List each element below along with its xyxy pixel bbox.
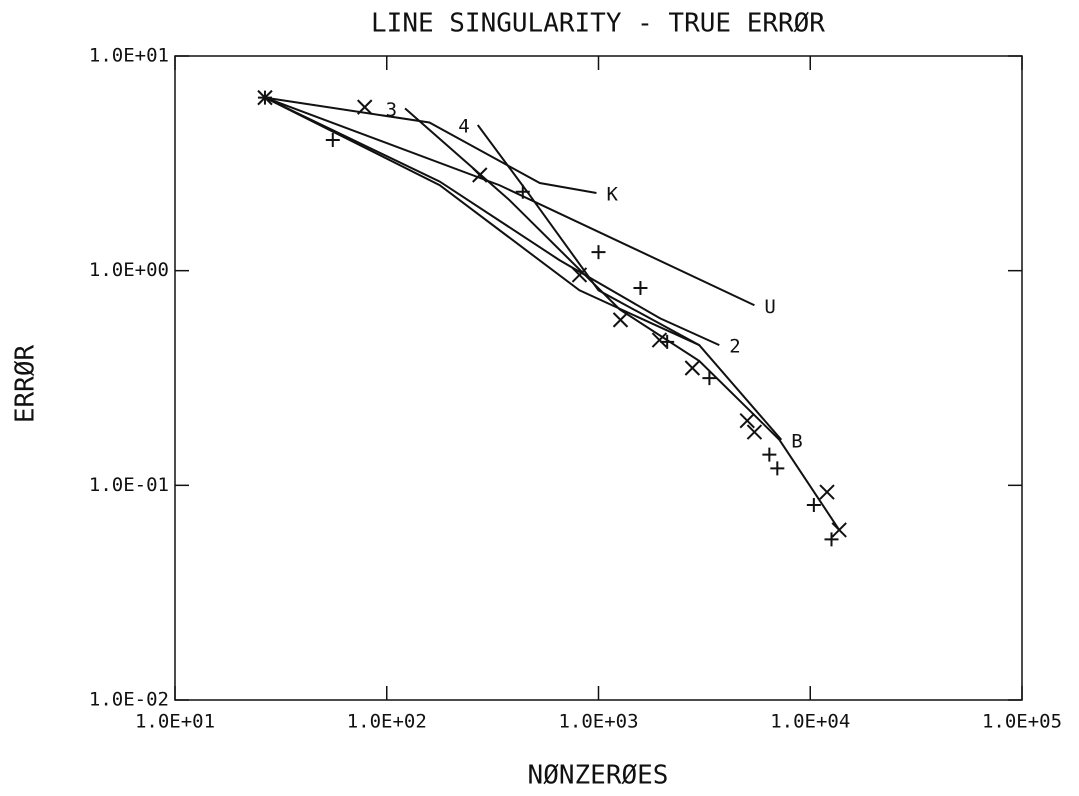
series-label: 4 <box>458 116 469 138</box>
marker <box>824 532 839 547</box>
y-tick-label: 1.0E-02 <box>89 689 169 711</box>
x-tick-label: 1.0E+02 <box>347 711 427 733</box>
marker <box>515 184 530 199</box>
plot-frame <box>174 55 1023 701</box>
x-tick-label: 1.0E+01 <box>135 711 215 733</box>
series-label: B <box>791 430 802 452</box>
x-axis-label: NØNZERØES <box>528 761 669 791</box>
series-line <box>404 107 841 531</box>
marker <box>472 167 488 183</box>
y-tick-label: 1.0E+00 <box>89 259 169 281</box>
series-line <box>264 96 755 307</box>
series-line <box>264 96 720 347</box>
marker <box>831 522 847 538</box>
marker <box>770 461 785 476</box>
marker <box>651 332 668 348</box>
series-label: 2 <box>729 336 740 358</box>
marker <box>257 90 272 105</box>
x-tick-label: 1.0E+05 <box>982 711 1062 733</box>
marker <box>591 245 606 260</box>
marker <box>762 447 777 462</box>
marker <box>633 281 648 296</box>
marker <box>819 484 835 500</box>
marker <box>684 360 701 376</box>
marker <box>660 334 675 349</box>
chart-title: LINE SINGULARITY - TRUE ERRØR <box>371 9 825 39</box>
series-label: U <box>764 296 775 318</box>
marker <box>702 371 717 386</box>
x-tick-label: 1.0E+04 <box>770 711 850 733</box>
marker <box>571 267 588 283</box>
marker <box>739 413 755 429</box>
series-line <box>476 124 700 346</box>
marker <box>746 424 763 440</box>
y-tick-label: 1.0E-01 <box>89 474 169 496</box>
marker <box>325 133 340 148</box>
y-axis-label: ERRØR <box>11 345 41 424</box>
y-tick-label: 1.0E+01 <box>89 45 169 67</box>
series-line <box>264 96 597 195</box>
series-label: K <box>606 184 618 206</box>
series-label: 3 <box>386 99 397 121</box>
series-line <box>264 96 783 441</box>
marker <box>357 99 373 115</box>
x-tick-label: 1.0E+03 <box>558 711 638 733</box>
marker <box>612 312 629 328</box>
marker <box>806 497 821 512</box>
